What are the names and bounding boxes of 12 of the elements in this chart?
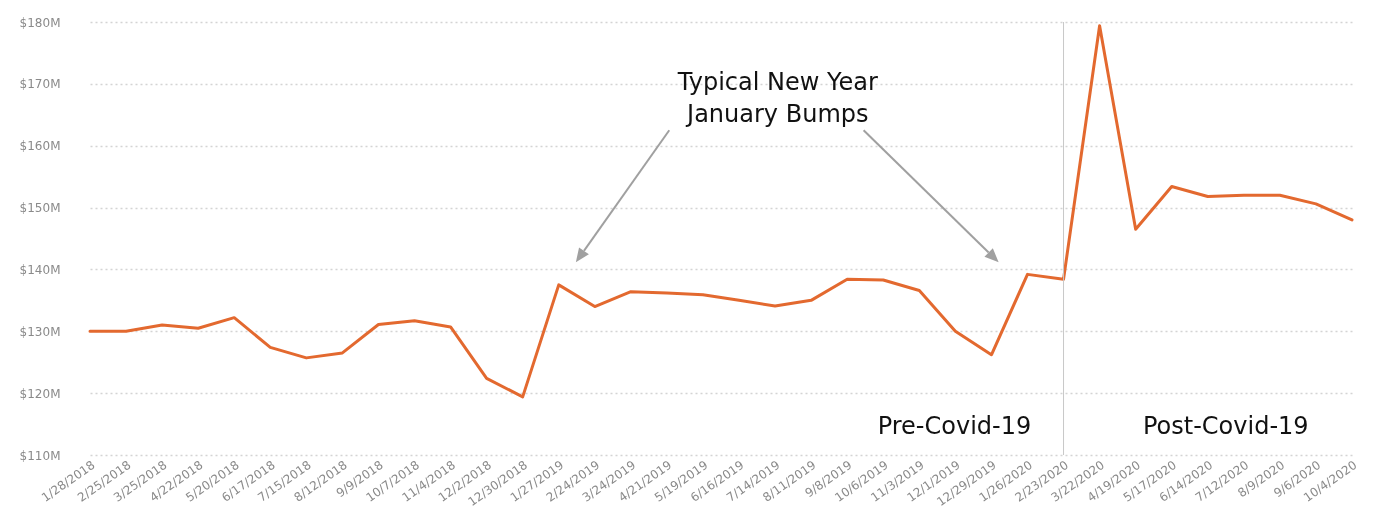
annotation: Typical New Year January Bumps: [676, 67, 878, 128]
annotation: Pre-Covid-19: [877, 411, 1032, 440]
y-tick-label: $120M: [19, 386, 61, 401]
y-tick-label: $180M: [19, 15, 61, 30]
y-tick-label: $150M: [19, 201, 61, 216]
y-tick-label: $140M: [19, 262, 61, 277]
y-tick-label: $110M: [19, 448, 61, 463]
line-series: [88, 24, 1354, 399]
y-tick-label: $170M: [19, 77, 61, 92]
y-tick-label: $160M: [19, 139, 61, 154]
y-tick-label: $130M: [19, 324, 61, 339]
annotation: Post-Covid-19: [1142, 411, 1309, 440]
